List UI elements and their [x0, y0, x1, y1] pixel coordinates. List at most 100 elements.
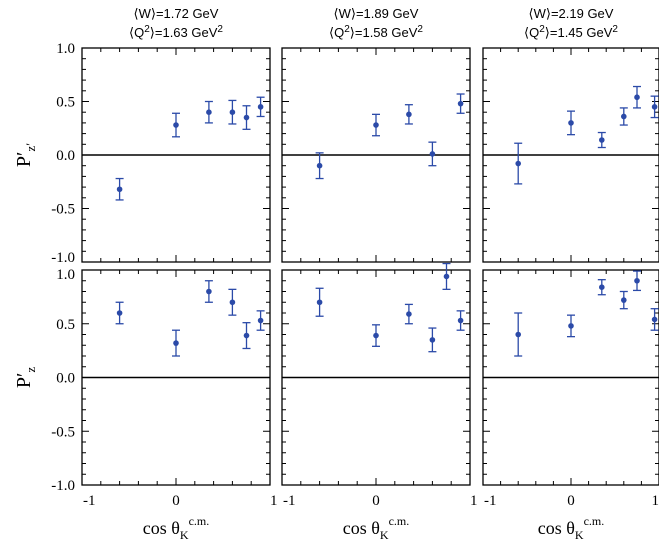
- marker: [206, 109, 212, 115]
- marker: [599, 137, 605, 143]
- data-point: [633, 85, 641, 109]
- marker: [116, 310, 123, 316]
- marker: [229, 299, 236, 306]
- data-point: [633, 270, 641, 292]
- x-tick-label: 1: [270, 493, 278, 509]
- y-tick-label: 0.5: [56, 317, 75, 333]
- panels: 1.00.50.0-0.5-1.01.00.50.0-0.5-1.0-1 0 1 -1…: [51, 41, 659, 509]
- data-point: [456, 93, 465, 114]
- marker: [406, 311, 412, 317]
- data-point: [115, 301, 124, 325]
- y-tick-label: 0.5: [56, 95, 75, 111]
- header-q2-0: ⟨Q2⟩=1.63 GeV2: [129, 24, 223, 40]
- marker: [257, 104, 264, 110]
- data-point: [567, 110, 575, 136]
- marker: [316, 299, 323, 306]
- panel-r1-c1: -1 0 1: [281, 262, 478, 509]
- marker: [243, 332, 250, 339]
- data-point: [115, 177, 124, 201]
- data-point: [372, 113, 380, 137]
- y-tick-label: 1.0: [56, 267, 75, 283]
- y-axis-labels: P′z′ P′z: [13, 143, 38, 388]
- marker: [634, 94, 640, 101]
- y-tick-label: 0.0: [56, 148, 75, 164]
- data-point: [619, 290, 628, 310]
- x-axis-label-0: cos θKc.m.: [143, 514, 209, 542]
- data-point: [514, 142, 523, 185]
- y-tick-label: -1.0: [51, 250, 75, 266]
- y-tick-label: -1.0: [51, 478, 75, 494]
- panel-r1-c2: -1 0 1: [482, 269, 659, 509]
- y-tick-label: -0.5: [51, 202, 75, 218]
- marker: [457, 317, 464, 324]
- column-headers: ⟨W⟩=1.72 GeV ⟨Q2⟩=1.63 GeV2 ⟨W⟩=1.89 GeV ⟨Q…: [129, 6, 618, 40]
- marker: [373, 332, 379, 339]
- panel-r0-c1: [281, 47, 471, 263]
- data-point: [650, 308, 659, 331]
- y-axis-label-row-0: P′z′: [13, 143, 38, 167]
- x-tick-label: 0: [172, 493, 180, 509]
- data-point: [242, 322, 251, 350]
- marker: [621, 297, 627, 303]
- marker: [515, 331, 521, 338]
- y-axis-label-row-1: P′z: [13, 367, 38, 389]
- marker: [116, 186, 123, 193]
- marker: [651, 104, 658, 110]
- marker: [373, 122, 379, 128]
- header-w-2: ⟨W⟩=2.19 GeV: [529, 6, 614, 21]
- x-tick-label: -1: [484, 493, 497, 509]
- x-tick-label: -1: [283, 493, 296, 509]
- x-tick-label: -1: [83, 493, 96, 509]
- x-tick-label: 1: [470, 493, 478, 509]
- data-point: [242, 105, 251, 130]
- data-point: [315, 287, 324, 317]
- data-point: [428, 327, 437, 353]
- y-tick-label: 0.0: [56, 371, 75, 387]
- marker: [568, 323, 574, 329]
- x-tick-label: 1: [652, 493, 659, 509]
- data-point: [172, 112, 180, 138]
- panel-r0-c2: [482, 47, 659, 263]
- panel-r1-c0: 1.0 0.5 0.0 -0.5 -1.0 -1 0 1: [51, 267, 277, 509]
- data-point: [404, 104, 413, 125]
- data-point: [428, 141, 437, 167]
- data-point: [315, 152, 324, 180]
- data-point: [597, 131, 606, 149]
- x-axis-label-2: cos θKc.m.: [538, 514, 604, 542]
- data-point: [256, 310, 265, 331]
- data-point: [256, 96, 265, 118]
- data-point: [404, 303, 413, 325]
- marker: [257, 317, 264, 324]
- marker: [206, 288, 212, 295]
- marker: [429, 337, 436, 343]
- data-point: [619, 107, 628, 126]
- x-tick-label: 0: [567, 493, 575, 509]
- x-axis-label-1: cos θKc.m.: [343, 514, 409, 542]
- data-point: [228, 99, 237, 125]
- data-point: [372, 324, 380, 347]
- marker: [316, 162, 323, 169]
- data-point: [204, 100, 213, 124]
- data-point: [456, 310, 465, 331]
- marker: [568, 120, 574, 126]
- marker: [406, 111, 412, 118]
- marker: [515, 160, 521, 167]
- data-point: [597, 279, 606, 296]
- marker: [429, 151, 436, 157]
- marker: [229, 109, 236, 115]
- data-point: [204, 280, 213, 303]
- x-tick-label: 0: [372, 493, 380, 509]
- marker: [443, 273, 450, 280]
- marker: [599, 284, 605, 291]
- x-axis-labels: cos θKc.m. cos θKc.m. cos θKc.m.: [143, 514, 604, 542]
- marker: [621, 113, 627, 120]
- header-w-1: ⟨W⟩=1.89 GeV: [334, 6, 419, 21]
- marker: [173, 340, 179, 346]
- header-w-0: ⟨W⟩=1.72 GeV: [134, 6, 219, 21]
- marker: [457, 100, 464, 107]
- panel-r0-c0: 1.0 0.5 0.0 -0.5 -1.0: [51, 41, 271, 266]
- header-q2-2: ⟨Q2⟩=1.45 GeV2: [524, 24, 618, 40]
- marker: [173, 122, 179, 128]
- marker: [651, 316, 658, 323]
